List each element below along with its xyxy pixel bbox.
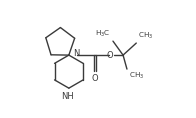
Text: CH$_3$: CH$_3$ [129, 71, 144, 81]
Text: O: O [107, 51, 113, 60]
Text: H$_3$C: H$_3$C [95, 29, 111, 39]
Text: O: O [92, 74, 98, 83]
Text: CH$_3$: CH$_3$ [138, 31, 153, 41]
Text: N: N [73, 49, 80, 58]
Text: NH: NH [62, 92, 74, 101]
